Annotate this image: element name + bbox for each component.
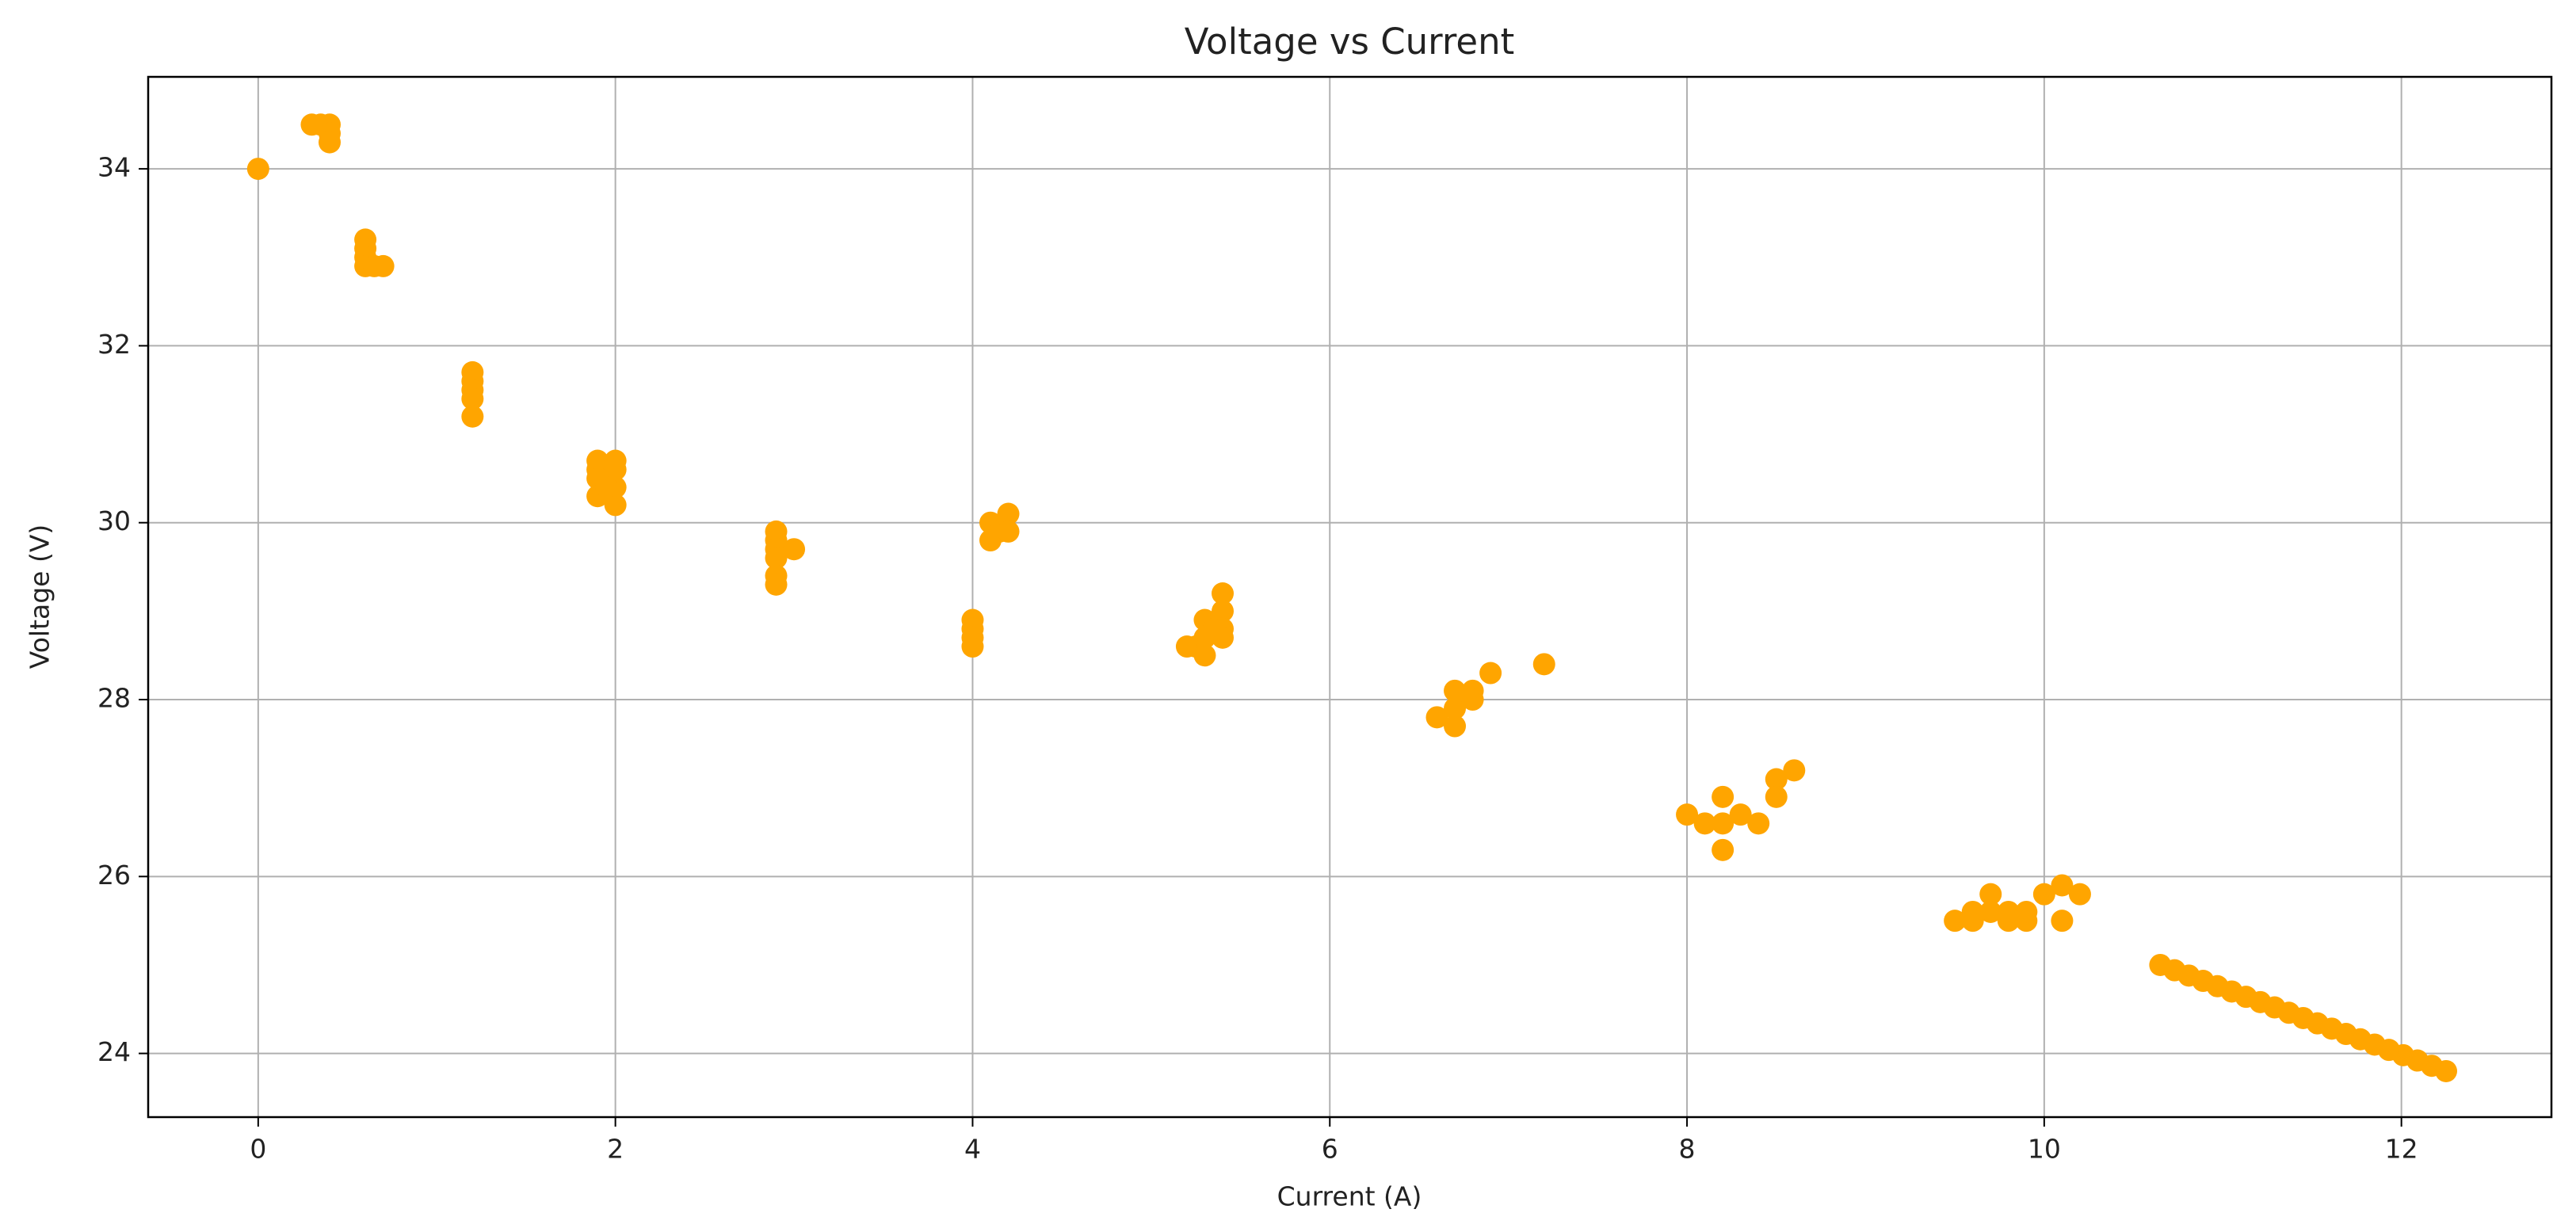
- x-axis-label: Current (A): [1277, 1181, 1422, 1212]
- point: [961, 635, 984, 658]
- point: [461, 405, 484, 428]
- point: [1693, 812, 1716, 835]
- point: [997, 502, 1020, 525]
- grid: [148, 77, 2551, 1117]
- point: [1712, 838, 1735, 861]
- point: [1193, 644, 1216, 667]
- y-tick-label: 34: [97, 152, 131, 183]
- point: [604, 494, 627, 517]
- point: [2068, 883, 2091, 906]
- point: [246, 158, 269, 181]
- point: [595, 476, 618, 499]
- x-tick-label: 12: [2385, 1134, 2418, 1165]
- point: [1765, 785, 1788, 808]
- y-tick-label: 32: [97, 329, 131, 360]
- point: [1444, 697, 1467, 720]
- x-tick-label: 6: [1322, 1134, 1338, 1165]
- point: [783, 538, 806, 561]
- plot-frame: [147, 75, 2553, 1119]
- chart-title: Voltage vs Current: [1185, 21, 1515, 63]
- point: [1712, 812, 1735, 835]
- point: [765, 547, 788, 570]
- point: [1783, 759, 1806, 782]
- point: [1212, 600, 1235, 623]
- point: [1765, 768, 1788, 791]
- y-tick-label: 28: [97, 683, 131, 714]
- point: [1532, 653, 1555, 676]
- point: [1944, 910, 1967, 933]
- point: [2032, 883, 2055, 906]
- point: [765, 573, 788, 596]
- x-tick-label: 8: [1679, 1134, 1696, 1165]
- point: [1979, 883, 2002, 906]
- point: [1212, 582, 1235, 605]
- point: [997, 520, 1020, 543]
- points: [246, 113, 2458, 1082]
- point: [2015, 900, 2038, 923]
- point: [604, 458, 627, 481]
- point: [1212, 626, 1235, 649]
- y-tick-label: 24: [97, 1036, 131, 1067]
- point: [319, 131, 342, 154]
- point: [2051, 910, 2074, 933]
- point: [1425, 706, 1448, 729]
- point: [1961, 900, 1984, 923]
- point: [461, 387, 484, 410]
- x-tick-label: 10: [2028, 1134, 2061, 1165]
- point: [2051, 874, 2074, 897]
- point: [1747, 812, 1770, 835]
- x-tick-label: 4: [964, 1134, 981, 1165]
- point: [1979, 900, 2002, 923]
- point: [1712, 785, 1735, 808]
- y-axis-label: Voltage (V): [25, 524, 55, 669]
- point: [2435, 1059, 2458, 1082]
- point: [1444, 715, 1467, 738]
- point: [1461, 688, 1484, 711]
- x-tick-label: 2: [607, 1134, 624, 1165]
- point: [1997, 900, 2020, 923]
- y-tick-label: 26: [97, 860, 131, 891]
- point: [372, 254, 395, 277]
- point: [1676, 803, 1699, 826]
- y-tick-label: 30: [97, 505, 131, 536]
- point: [1479, 662, 1502, 685]
- x-tick-label: 0: [250, 1134, 266, 1165]
- point: [1729, 803, 1752, 826]
- point: [1444, 679, 1467, 702]
